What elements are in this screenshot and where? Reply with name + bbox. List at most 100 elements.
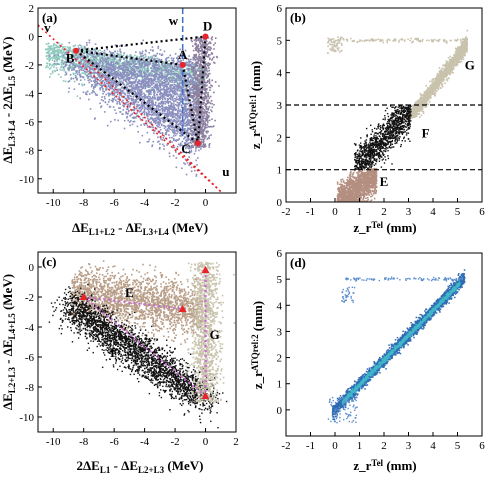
scatter-point <box>88 60 91 63</box>
scatter-point <box>153 107 155 110</box>
scatter-point <box>156 98 159 101</box>
scatter-point <box>87 50 90 53</box>
scatter-point <box>55 56 58 59</box>
scatter-point <box>73 88 76 90</box>
scatter-point <box>153 114 155 116</box>
scatter-point <box>135 112 138 115</box>
scatter-point <box>87 47 89 50</box>
scatter-point <box>158 67 160 70</box>
scatter-point <box>54 46 57 49</box>
scatter-point <box>49 58 51 61</box>
scatter-point <box>150 97 153 100</box>
scatter-point <box>174 97 176 100</box>
scatter-point <box>179 54 181 57</box>
scatter-point <box>136 67 138 70</box>
scatter-point <box>178 78 180 80</box>
scatter-point <box>99 49 101 52</box>
scatter-point <box>154 71 157 74</box>
scatter-point <box>176 118 178 120</box>
scatter-point <box>150 58 153 60</box>
scatter-point <box>90 68 92 70</box>
scatter-point <box>197 106 199 108</box>
scatter-point <box>116 91 119 94</box>
scatter-point <box>85 62 87 65</box>
scatter-point <box>157 136 159 139</box>
scatter-point <box>142 95 145 98</box>
scatter-point <box>151 81 153 84</box>
scatter-point <box>109 93 112 96</box>
scatter-point <box>169 113 171 115</box>
scatter-point <box>188 76 191 78</box>
scatter-point <box>168 152 171 154</box>
scatter-point <box>109 61 112 64</box>
scatter-point <box>135 69 138 72</box>
scatter-point <box>103 81 106 84</box>
scatter-point <box>202 138 205 141</box>
scatter-point <box>185 173 188 176</box>
scatter-point <box>126 75 128 77</box>
scatter-point <box>107 57 109 59</box>
scatter-point <box>110 81 113 83</box>
scatter-point <box>148 112 150 114</box>
scatter-point <box>184 116 187 119</box>
scatter-point <box>178 83 180 86</box>
scatter-point <box>178 80 181 82</box>
scatter-point <box>107 92 110 95</box>
scatter-point <box>53 43 55 46</box>
scatter-point <box>161 139 164 141</box>
scatter-point <box>132 111 135 114</box>
scatter-point <box>137 67 140 70</box>
scatter-point <box>92 53 95 56</box>
scatter-point <box>159 79 162 82</box>
scatter-point <box>169 94 171 97</box>
scatter-point <box>46 55 48 57</box>
scatter-point <box>116 85 118 87</box>
scatter-point <box>88 53 91 55</box>
scatter-point <box>109 120 112 123</box>
scatter-point <box>185 151 188 153</box>
scatter-point <box>62 62 65 65</box>
scatter-point <box>209 86 212 89</box>
scatter-point <box>78 65 81 68</box>
scatter-point <box>60 65 63 68</box>
scatter-point <box>115 99 117 101</box>
scatter-point <box>98 54 101 57</box>
scatter-point <box>74 66 77 69</box>
scatter-point <box>111 87 113 89</box>
scatter-point <box>191 104 194 107</box>
scatter-point <box>139 66 142 69</box>
scatter-point <box>141 98 144 101</box>
scatter-point <box>145 96 147 99</box>
scatter-point <box>64 58 67 61</box>
scatter-point <box>150 91 152 93</box>
scatter-point <box>178 125 180 128</box>
scatter-point <box>183 82 185 84</box>
scatter-point <box>144 75 146 78</box>
scatter-point <box>184 115 186 117</box>
scatter-point <box>98 82 101 85</box>
scatter-point <box>160 88 163 91</box>
scatter-point <box>83 55 85 58</box>
scatter-point <box>152 99 154 102</box>
scatter-point <box>148 61 151 64</box>
scatter-point <box>78 54 80 57</box>
scatter-point <box>90 85 93 88</box>
scatter-point <box>146 70 148 72</box>
scatter-point <box>117 55 120 57</box>
scatter-point <box>141 55 144 58</box>
scatter-point <box>119 81 121 84</box>
scatter-point <box>169 124 172 127</box>
scatter-point <box>132 75 134 77</box>
scatter-point <box>84 64 87 67</box>
scatter-point <box>94 117 96 119</box>
scatter-point <box>148 93 150 95</box>
scatter-point <box>167 88 170 91</box>
scatter-point <box>125 75 128 78</box>
scatter-point <box>160 83 162 85</box>
scatter-point <box>177 98 179 101</box>
scatter-point <box>187 128 189 130</box>
scatter-point <box>107 76 109 78</box>
scatter-point <box>206 64 209 67</box>
scatter-point <box>139 53 142 55</box>
scatter-point <box>84 93 87 95</box>
